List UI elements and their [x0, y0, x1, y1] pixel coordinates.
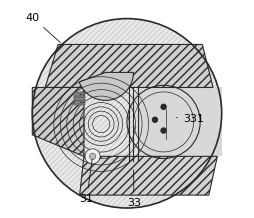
Circle shape: [160, 127, 167, 134]
Wedge shape: [79, 72, 133, 100]
Bar: [74, 97, 85, 100]
Polygon shape: [80, 156, 217, 195]
Bar: [74, 92, 85, 94]
Circle shape: [160, 104, 167, 110]
Text: 331: 331: [177, 114, 204, 124]
Polygon shape: [45, 44, 213, 87]
Circle shape: [32, 19, 222, 208]
Polygon shape: [32, 87, 84, 156]
Bar: [74, 102, 85, 105]
Circle shape: [85, 149, 100, 164]
Polygon shape: [138, 87, 222, 156]
Bar: [74, 95, 85, 97]
Text: 33: 33: [127, 170, 141, 208]
Text: 31: 31: [80, 159, 94, 204]
Bar: [74, 100, 85, 102]
Circle shape: [89, 153, 96, 160]
Circle shape: [152, 117, 158, 123]
Text: 40: 40: [26, 13, 60, 43]
